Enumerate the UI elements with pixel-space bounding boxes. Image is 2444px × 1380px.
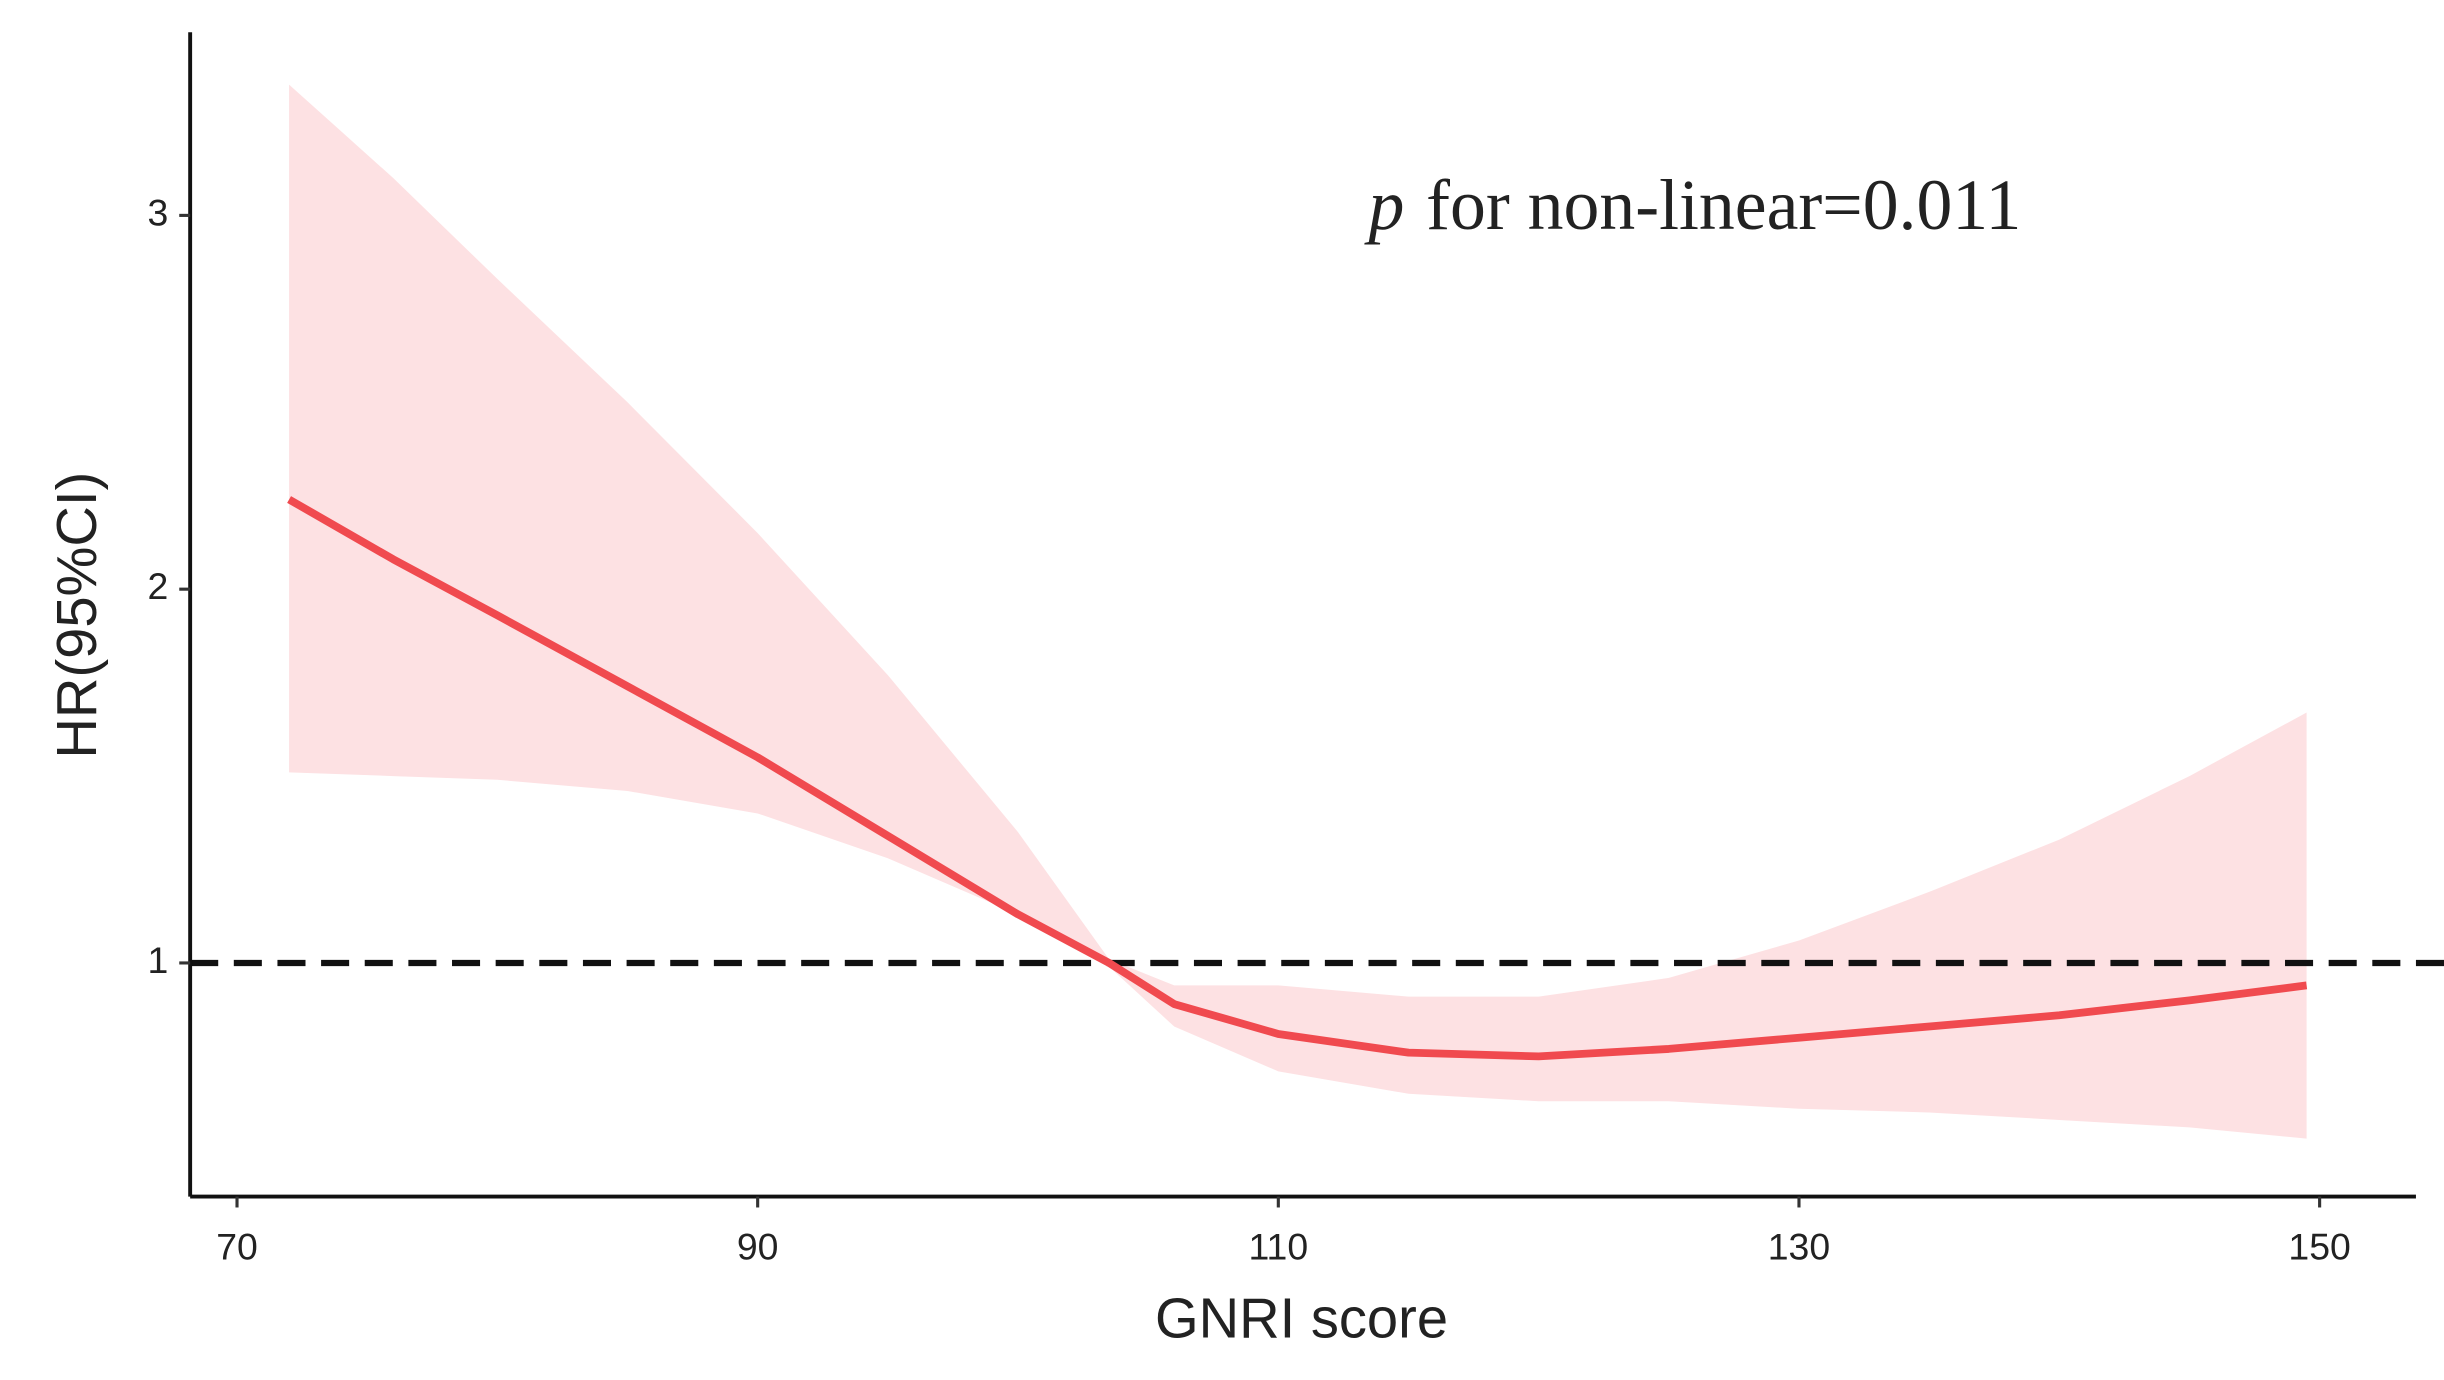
y-tick-label: 3 [148, 191, 169, 233]
x-tick-label: 150 [2288, 1225, 2350, 1267]
x-tick-label: 130 [1768, 1225, 1830, 1267]
x-tick-label: 70 [216, 1225, 258, 1267]
y-tick-label: 1 [148, 939, 169, 981]
annotation: p for non-linear=0.011 [1364, 165, 2022, 245]
x-tick-label: 110 [1249, 1225, 1309, 1267]
y-axis-title: HR(95%CI) [45, 472, 108, 759]
confidence-band [289, 84, 2307, 1139]
hr-line [287, 496, 2308, 1061]
annotation-text: for non-linear=0.011 [1426, 165, 2021, 245]
x-axis-title: GNRI score [1155, 1287, 1448, 1350]
y-tick-label: 2 [148, 565, 169, 607]
annotation-italic: p [1364, 165, 1405, 245]
x-tick-label: 90 [737, 1225, 779, 1267]
